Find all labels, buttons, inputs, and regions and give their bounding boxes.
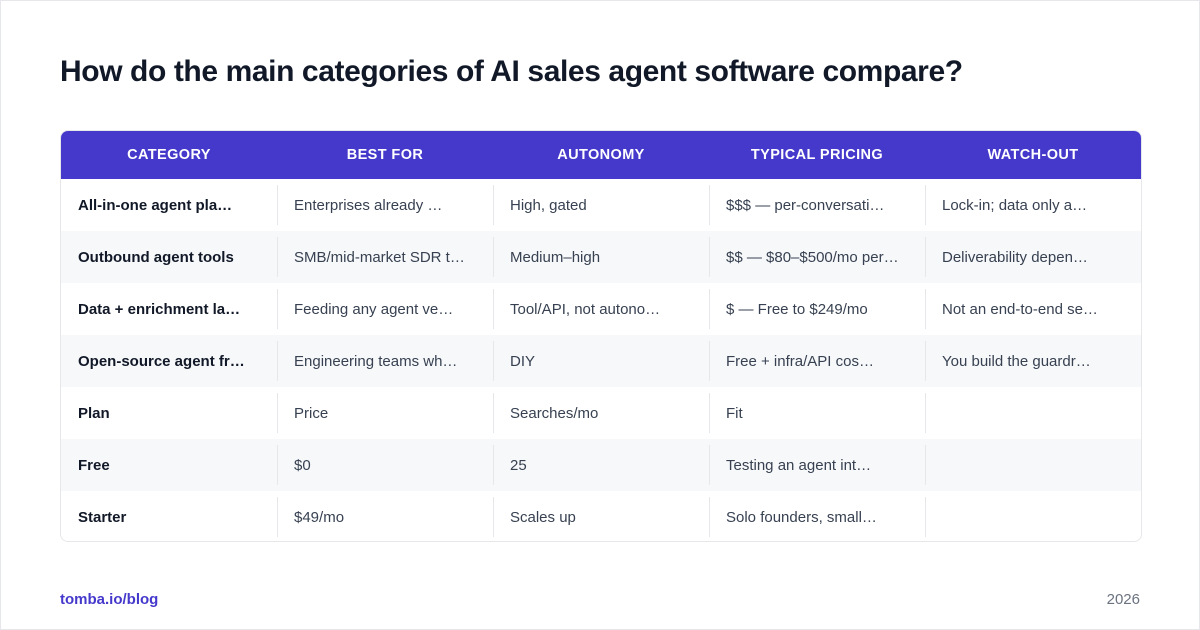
footer-year: 2026	[1106, 591, 1140, 608]
header-typical-pricing: TYPICAL PRICING	[709, 131, 925, 179]
cell-autonomy: Scales up	[493, 491, 709, 541]
cell-typical-pricing: Free + infra/API cos…	[709, 335, 925, 387]
header-category: CATEGORY	[61, 131, 277, 179]
cell-best-for: Feeding any agent ve…	[277, 283, 493, 335]
cell-category: Data + enrichment la…	[78, 300, 241, 318]
cell-autonomy: 25	[493, 439, 709, 491]
cell-watch-out: Lock-in; data only a…	[925, 179, 1141, 231]
table-row: Plan Price Searches/mo Fit	[61, 387, 1141, 439]
cell-category: Free	[61, 439, 277, 491]
cell-typical-pricing: Solo founders, small…	[709, 491, 925, 541]
blog-link[interactable]: tomba.io/blog	[60, 591, 159, 608]
table-row: All-in-one agent pla… Enterprises alread…	[61, 179, 1141, 231]
header-autonomy: AUTONOMY	[493, 131, 709, 179]
cell-category: All-in-one agent pla…	[78, 196, 233, 214]
table-row: Free $0 25 Testing an agent int…	[61, 439, 1141, 491]
table-row: Starter $49/mo Scales up Solo founders, …	[61, 491, 1141, 541]
cell-watch-out: Deliverability depen…	[925, 231, 1141, 283]
cell-best-for: $0	[277, 439, 493, 491]
cell-typical-pricing: Testing an agent int…	[709, 439, 925, 491]
cell-typical-pricing: $ — Free to $249/mo	[709, 283, 925, 335]
cell-autonomy: Tool/API, not autono…	[493, 283, 709, 335]
cell-watch-out	[925, 387, 1141, 439]
page-title: How do the main categories of AI sales a…	[60, 55, 963, 88]
cell-best-for: Price	[277, 387, 493, 439]
header-watch-out: WATCH-OUT	[925, 131, 1141, 179]
comparison-table-card: CATEGORY BEST FOR AUTONOMY TYPICAL PRICI…	[60, 130, 1142, 542]
cell-autonomy: Searches/mo	[493, 387, 709, 439]
cell-typical-pricing: Fit	[709, 387, 925, 439]
cell-autonomy: Medium–high	[493, 231, 709, 283]
cell-watch-out	[925, 491, 1141, 541]
header-best-for: BEST FOR	[277, 131, 493, 179]
cell-best-for: $49/mo	[277, 491, 493, 541]
cell-typical-pricing: $$ — $80–$500/mo per…	[709, 231, 925, 283]
cell-watch-out: Not an end-to-end se…	[925, 283, 1141, 335]
table-row: Outbound agent tools SMB/mid-market SDR …	[61, 231, 1141, 283]
cell-autonomy: High, gated	[493, 179, 709, 231]
cell-autonomy: DIY	[493, 335, 709, 387]
table-row: Open-source agent fr… Engineering teams …	[61, 335, 1141, 387]
cell-watch-out	[925, 439, 1141, 491]
cell-best-for: Enterprises already …	[277, 179, 493, 231]
cell-category: Starter	[78, 508, 127, 526]
table-row: Data + enrichment la… Feeding any agent …	[61, 283, 1141, 335]
cell-category: Outbound agent tools	[61, 231, 277, 283]
cell-watch-out: You build the guardr…	[925, 335, 1141, 387]
table-body: All-in-one agent pla… Enterprises alread…	[61, 179, 1141, 541]
cell-category: Plan	[78, 404, 110, 422]
table-header: CATEGORY BEST FOR AUTONOMY TYPICAL PRICI…	[61, 131, 1141, 179]
cell-best-for: SMB/mid-market SDR t…	[277, 231, 493, 283]
cell-category: Open-source agent fr…	[61, 335, 277, 387]
header-row: CATEGORY BEST FOR AUTONOMY TYPICAL PRICI…	[61, 131, 1141, 179]
cell-best-for: Engineering teams wh…	[277, 335, 493, 387]
comparison-table: CATEGORY BEST FOR AUTONOMY TYPICAL PRICI…	[61, 131, 1141, 541]
cell-typical-pricing: $$$ — per-conversati…	[709, 179, 925, 231]
